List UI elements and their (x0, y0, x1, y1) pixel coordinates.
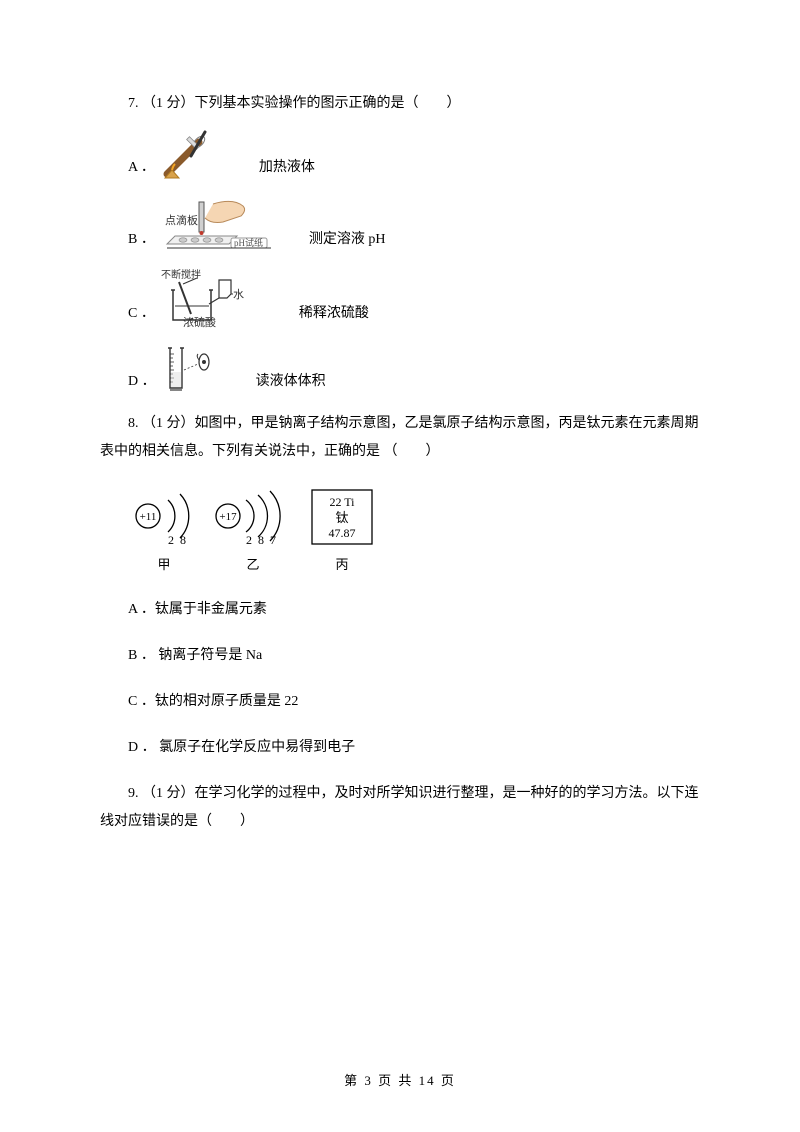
q7b-text: 测定溶液 pH (281, 226, 386, 254)
q7c-text: 稀释浓硫酸 (271, 300, 369, 328)
q7c-figure: 不断搅拌 水 浓硫酸 (161, 268, 261, 328)
q7-option-b: B ． 点滴板 pH试纸 测定溶液 pH (100, 196, 700, 254)
q8-option-d: D ． 氯原子在化学反应中易得到电子 (100, 734, 700, 762)
q8-option-c: C ．钛的相对原子质量是 22 (100, 688, 700, 716)
svg-text:7: 7 (270, 533, 276, 547)
q9-stem: 9. （1 分）在学习化学的过程中，及时对所学知识进行整理，是一种好的的学习方法… (100, 780, 700, 836)
svg-text:+17: +17 (219, 511, 237, 523)
q7d-text: 读液体体积 (228, 368, 326, 396)
svg-text:8: 8 (180, 533, 186, 547)
q8-stem: 8. （1 分）如图中，甲是钠离子结构示意图，乙是氯原子结构示意图，丙是钛元素在… (100, 410, 700, 466)
q7a-figure (161, 128, 221, 182)
q7-option-a: A ． 加热液体 (100, 128, 700, 182)
footer-prefix: 第 (344, 1073, 364, 1088)
footer-mid: 页 共 (373, 1073, 419, 1088)
q8-figures: +11 2 8 甲 +17 2 8 7 乙 22 Ti 钛 47.87 丙 (128, 484, 700, 578)
q7-option-c: C ． 不断搅拌 水 浓硫酸 稀释浓硫酸 (100, 268, 700, 328)
q8-option-a: A ．钛属于非金属元素 (100, 596, 700, 624)
svg-text:47.87: 47.87 (329, 526, 356, 540)
svg-text:+11: +11 (140, 511, 157, 523)
svg-text:2: 2 (168, 533, 174, 547)
q8-jia: +11 2 8 甲 (128, 484, 200, 578)
page-footer: 第 3 页 共 14 页 (0, 1068, 800, 1094)
q7d-figure (162, 342, 218, 396)
q8-bing: 22 Ti 钛 47.87 丙 (306, 484, 378, 578)
acid-label: 浓硫酸 (183, 315, 216, 328)
option-label: B ． (100, 226, 155, 254)
phpaper-label: pH试纸 (234, 237, 263, 248)
option-label: C ． (100, 300, 155, 328)
jia-caption: 甲 (128, 552, 200, 578)
q7-option-d: D ． 读液体体积 (100, 342, 700, 396)
q8-yi: +17 2 8 7 乙 (210, 484, 296, 578)
option-label: D ． (100, 368, 156, 396)
yi-caption: 乙 (210, 552, 296, 578)
footer-page: 3 (364, 1073, 373, 1088)
svg-text:22 Ti: 22 Ti (329, 495, 355, 509)
q7a-text: 加热液体 (231, 154, 315, 182)
q7-stem: 7. （1 分）下列基本实验操作的图示正确的是（ ） (100, 90, 700, 118)
svg-text:钛: 钛 (335, 510, 348, 525)
svg-text:8: 8 (258, 533, 264, 547)
dianshi-label: 点滴板 (165, 213, 198, 227)
bing-caption: 丙 (306, 552, 378, 578)
water-label: 水 (233, 288, 244, 301)
footer-total: 14 (419, 1073, 436, 1088)
q8-option-b: B ． 钠离子符号是 Na (100, 642, 700, 670)
q7b-figure: 点滴板 pH试纸 (161, 196, 271, 254)
option-label: A ． (100, 154, 155, 182)
svg-text:2: 2 (246, 533, 252, 547)
q8-options: A ．钛属于非金属元素 B ． 钠离子符号是 Na C ．钛的相对原子质量是 2… (100, 596, 700, 762)
footer-suffix: 页 (436, 1073, 456, 1088)
